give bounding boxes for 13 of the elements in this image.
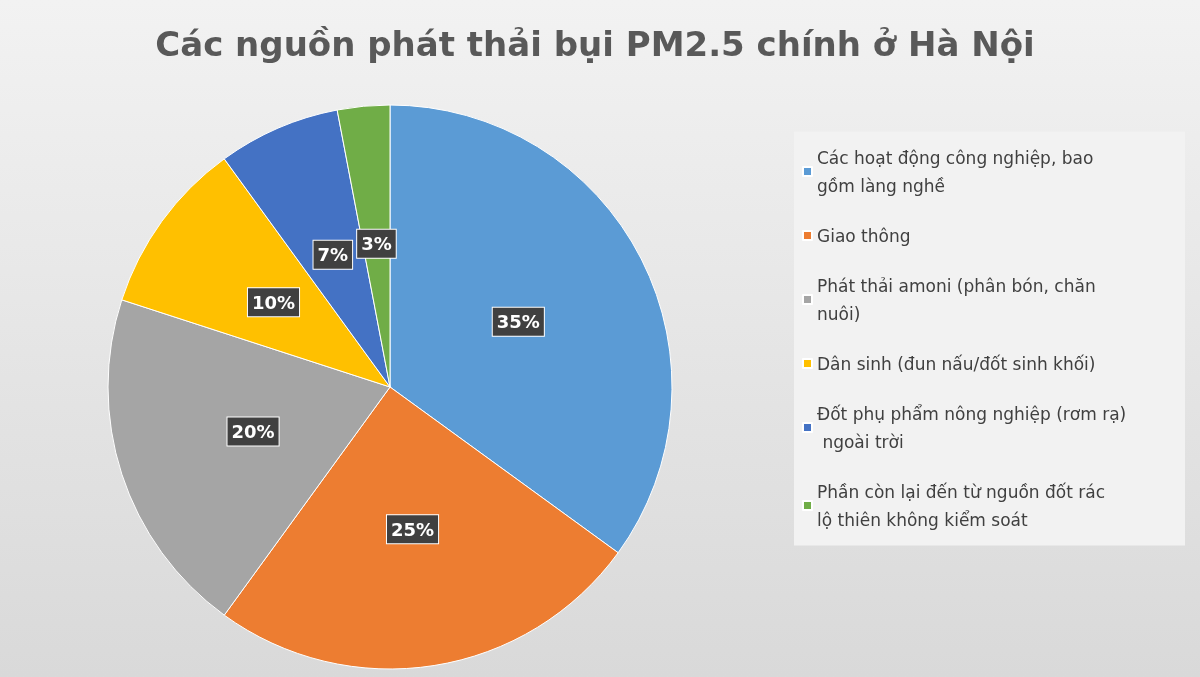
chart-title: Các nguồn phát thải bụi PM2.5 chính ở Hà Nội bbox=[155, 24, 1035, 64]
legend-label: Dân sinh (đun nấu/đốt sinh khối) bbox=[817, 353, 1096, 374]
data-label: 35% bbox=[496, 311, 540, 333]
data-label: 20% bbox=[231, 421, 275, 442]
data-label: 10% bbox=[251, 291, 296, 313]
data-label: 3% bbox=[361, 233, 392, 255]
legend-label: Giao thông bbox=[817, 225, 911, 246]
data-label: 7% bbox=[317, 244, 349, 266]
data-label: 25% bbox=[390, 518, 435, 540]
legend-label: Phần còn lại đến từ nguồn đốt rác lộ thiên không kiểm soát bbox=[817, 481, 1111, 530]
legend-label: Các hoạt động công nghiệp, bao gồm làng nghề bbox=[817, 147, 1099, 196]
legend-label: Đốt phụ phẩm nông nghiệp (rơm rạ) ngoài trời bbox=[817, 403, 1127, 452]
legend-label: Phát thải amoni (phân bón, chăn nuôi) bbox=[817, 275, 1102, 324]
